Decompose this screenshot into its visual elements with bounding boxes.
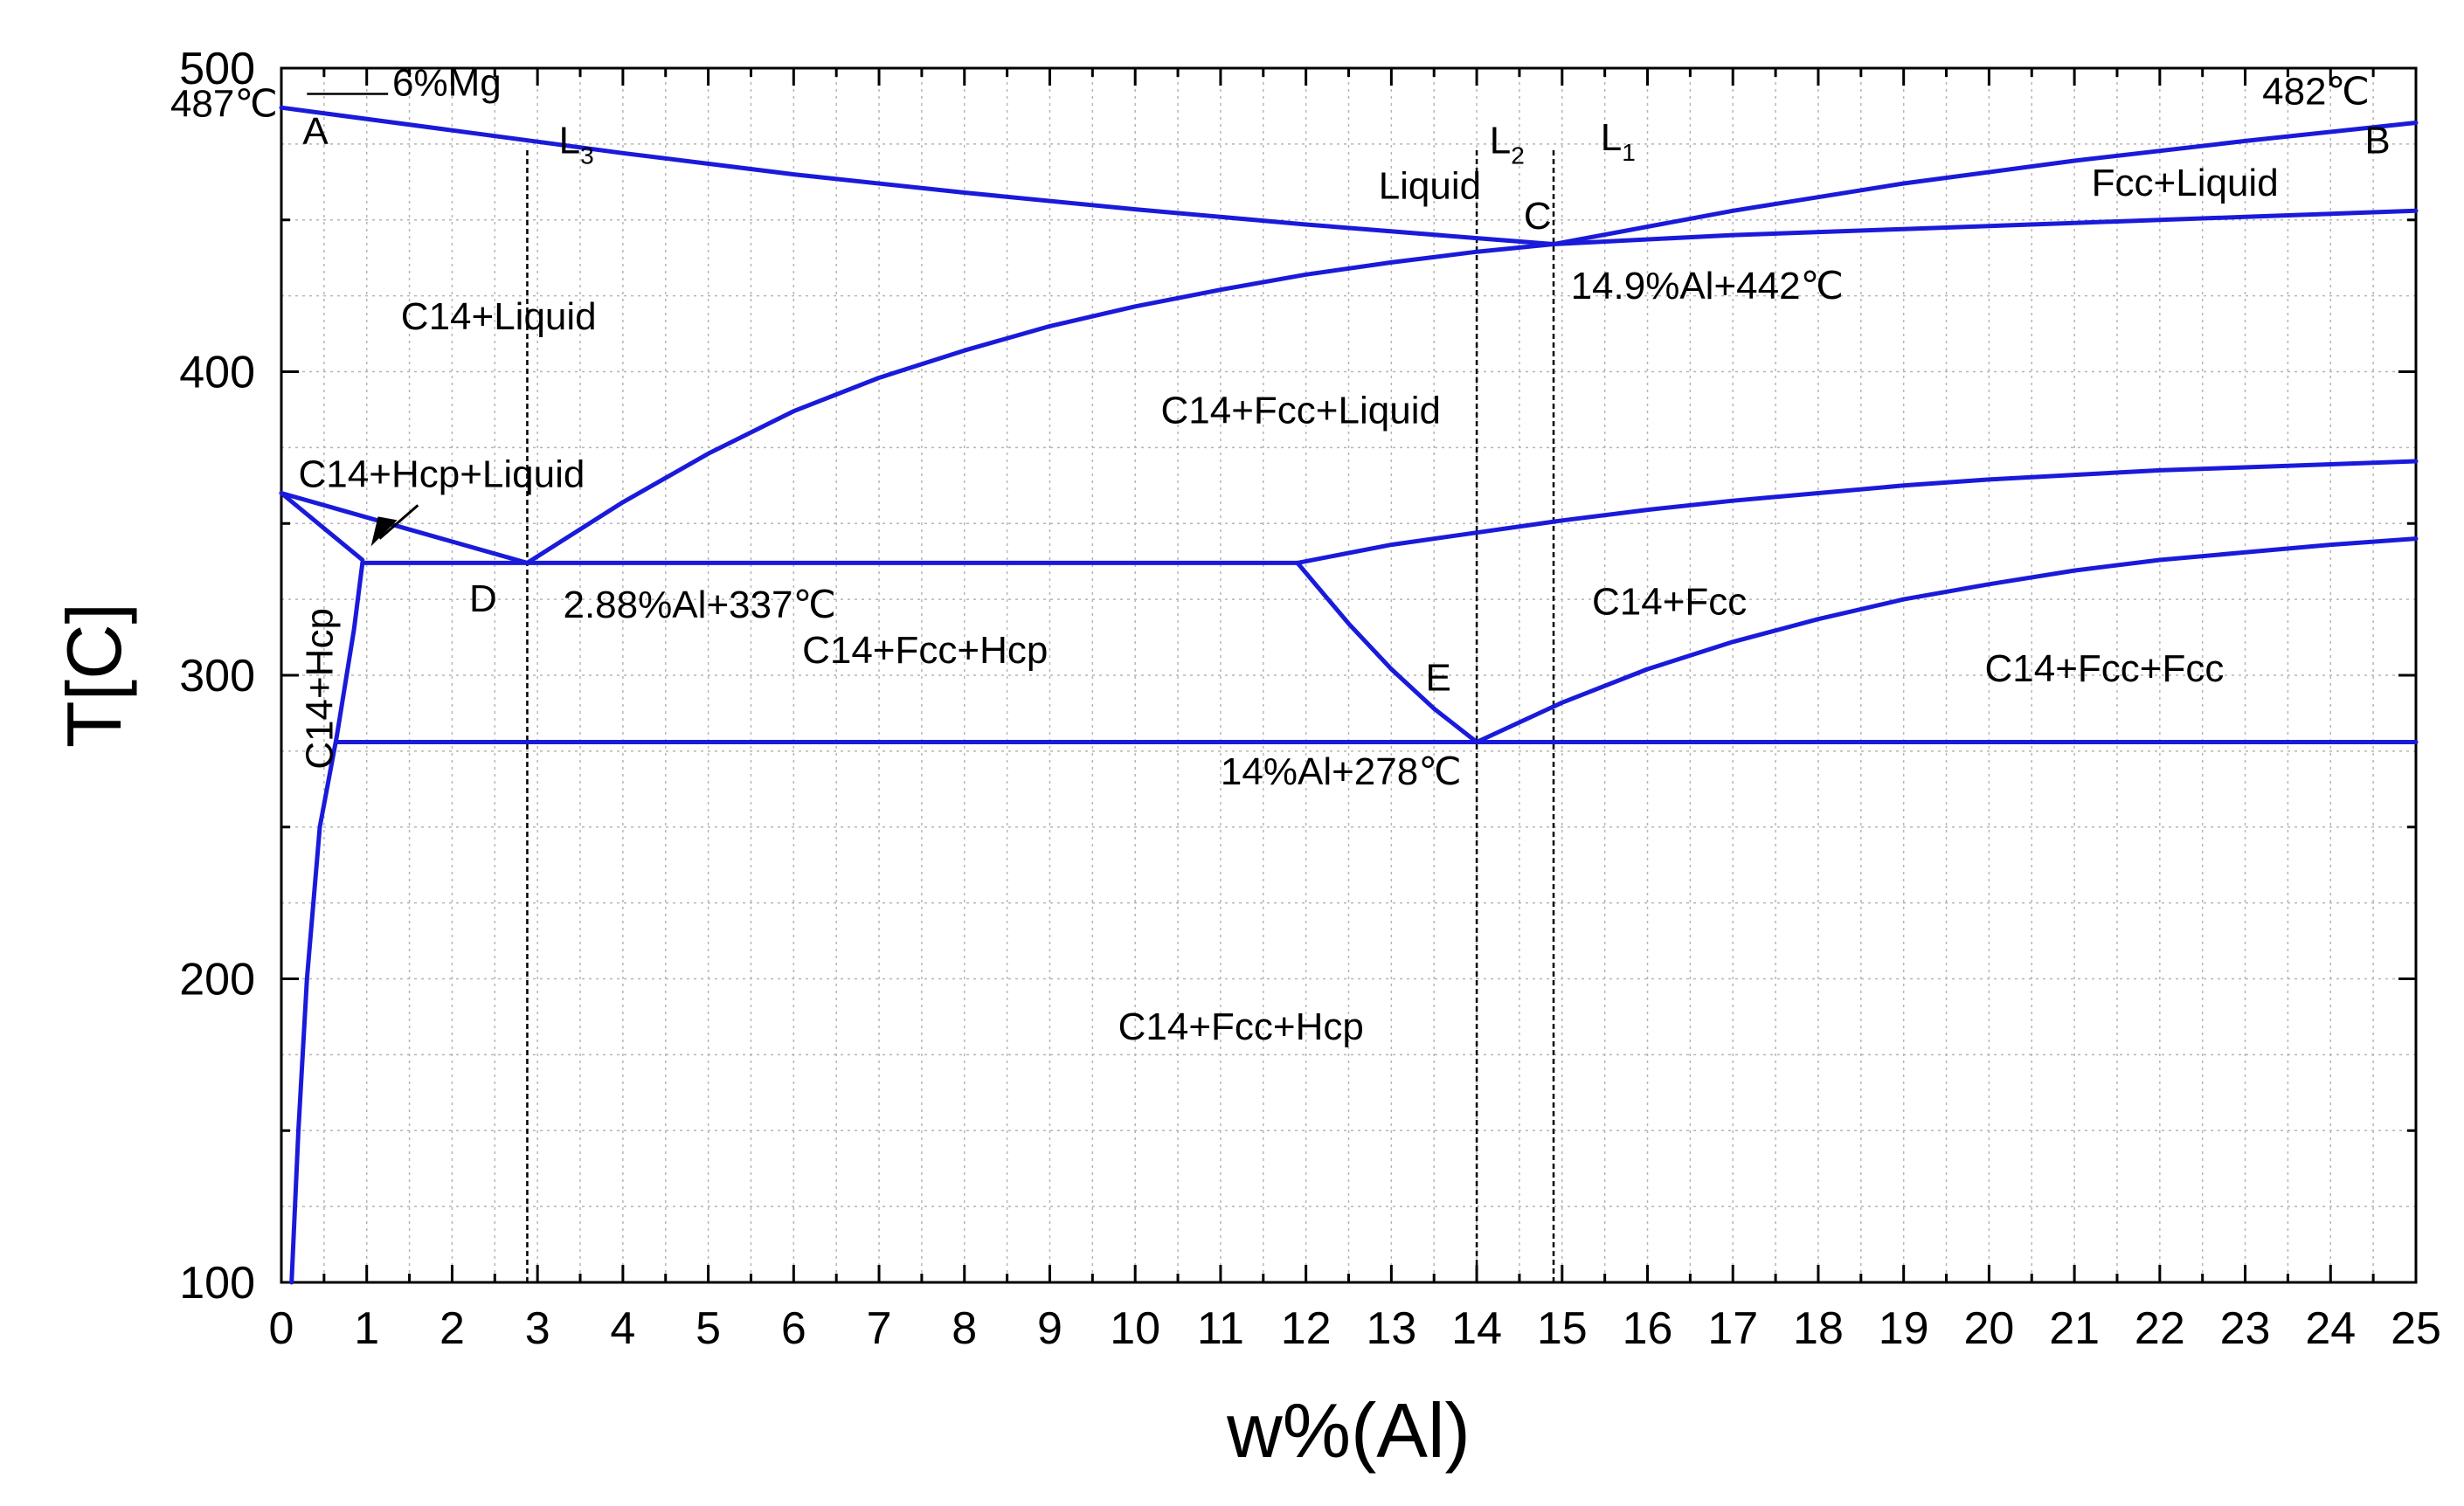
reference-lines [526,149,1555,1282]
x-tick-label: 10 [1110,1303,1160,1354]
arrow-pointer [307,93,419,547]
label-c14-liquid: C14+Liquid [401,295,597,338]
x-tick-label: 9 [1037,1303,1062,1354]
label-l1: L1 [1601,116,1636,166]
label-14-9-al: 14.9%Al+442℃ [1571,265,1844,307]
label-l3: L3 [559,119,594,169]
x-tick-label: 13 [1366,1303,1416,1354]
label-c14-fcc: C14+Fcc [1592,581,1747,624]
phase-boundary-lines [279,105,2419,1285]
label-c14-fcc-liquid: C14+Fcc+Liquid [1161,390,1441,432]
x-tick-label: 18 [1793,1303,1844,1354]
x-tick-label: 20 [1963,1303,2014,1354]
x-tick-label: 16 [1623,1303,1673,1354]
x-tick-label: 21 [2049,1303,2100,1354]
label-14-al: 14%Al+278℃ [1221,750,1462,793]
series-liquidus-right [1551,121,2419,246]
label-liquid: Liquid [1379,164,1481,207]
x-tick-label: 7 [867,1303,892,1354]
label-c14-hcp: C14+Hcp [299,608,342,770]
x-tick-label: 23 [2220,1303,2271,1354]
series-liquidus-left [279,105,1556,246]
x-tick-label: 5 [696,1303,721,1354]
x-tick-label: 12 [1281,1303,1332,1354]
label-487: 487℃ [170,83,278,126]
x-tick-label: 8 [952,1303,977,1354]
series-c14-fcc-upper [1295,459,2419,565]
label-b: B [2364,119,2390,162]
series-fcc-hcp-boundary [1295,560,1479,744]
label-l2: L2 [1490,119,1525,169]
label-6mg: 6%Mg [392,61,502,104]
series-hcp-liquid-lower [279,491,365,563]
x-tick-label: 22 [2135,1303,2185,1354]
y-tick-label: 300 [179,651,255,701]
label-c14-fcc-hcp-upper: C14+Fcc+Hcp [802,629,1048,672]
y-tick-label: 500 [179,44,255,94]
label-2-88-al: 2.88%Al+337℃ [563,584,835,626]
series-hcp-liquid-upper [279,491,529,565]
arrow-shaft [378,504,419,540]
label-d: D [469,577,497,620]
label-c14-fcc-hcp-lower: C14+Fcc+Hcp [1118,1005,1364,1048]
x-tick-label: 24 [2305,1303,2356,1354]
arrow-head [370,516,398,547]
label-fcc-liquid: Fcc+Liquid [2092,162,2279,204]
y-tick-label: 400 [179,348,255,398]
x-tick-label: 19 [1879,1303,1929,1354]
series-hcp-solvus [289,560,365,1285]
x-tick-label: 6 [781,1303,806,1354]
label-c14-hcp-liquid: C14+Hcp+Liquid [299,453,585,496]
x-tick-labels: 0 1 2 3 4 5 6 7 8 9 10 11 12 13 14 15 16 17 18 19 20 21 22 23 24… [269,1303,2441,1354]
x-tick-label: 4 [610,1303,635,1354]
y-tick-label: 100 [179,1258,255,1309]
y-tick-label: 200 [179,955,255,1005]
x-tick-label: 1 [354,1303,379,1354]
label-482: 482℃ [2262,71,2370,114]
x-tick-label: 0 [269,1303,294,1354]
axis-ticks [280,66,2418,1284]
x-tick-label: 25 [2391,1303,2441,1354]
label-c14-fcc-fcc: C14+Fcc+Fcc [1985,647,2225,690]
series-c14-liquid-boundary [524,242,1556,565]
label-a: A [302,110,329,153]
x-tick-label: 17 [1707,1303,1758,1354]
y-axis-title: T[C] [51,603,137,748]
label-e: E [1425,656,1450,699]
x-tick-label: 15 [1537,1303,1588,1354]
x-tick-label: 11 [1197,1303,1244,1354]
x-tick-label: 3 [525,1303,550,1354]
series-fcc-fcc-boundary [1474,536,2419,744]
x-tick-label: 2 [440,1303,465,1354]
label-c: C [1524,195,1552,238]
y-tick-labels: 100 200 300 400 500 [179,44,255,1309]
x-tick-label: 14 [1451,1303,1502,1354]
x-axis-title: w%(Al) [1226,1387,1471,1474]
series-fcc-liquid-lower [1551,208,2419,246]
